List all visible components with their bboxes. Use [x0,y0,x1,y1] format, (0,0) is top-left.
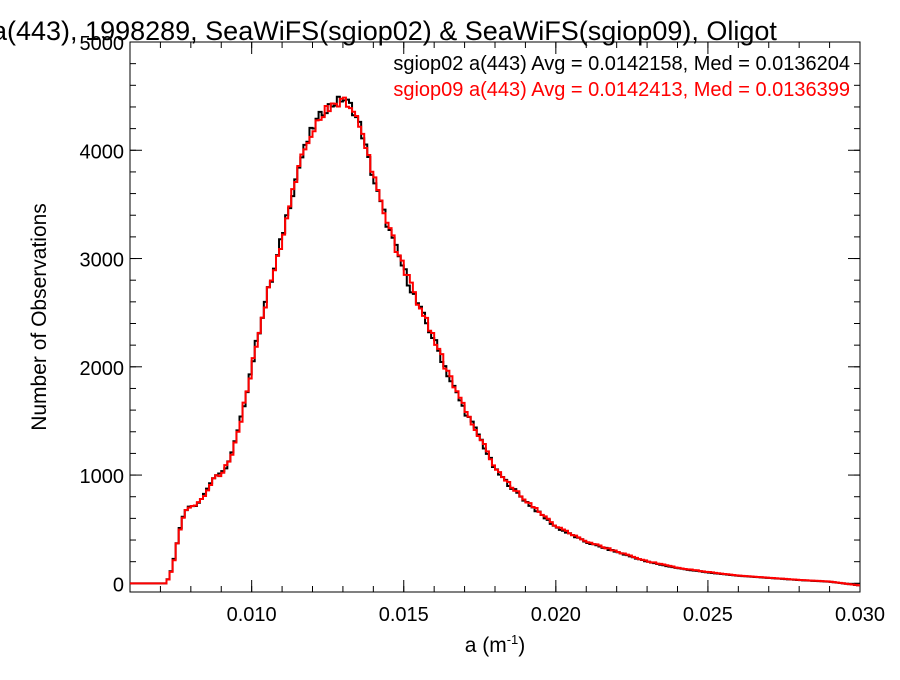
x-axis-label-text: a (m [465,634,507,657]
y-tick-label: 4000 [80,141,125,163]
x-axis-ticks: 0.010 0.015 0.020 0.025 0.030 [129,42,885,626]
x-tick-label: 0.015 [379,604,429,626]
x-tick-label: 0.025 [683,604,733,626]
series-layer [130,95,860,587]
y-tick-label: 0 [113,574,124,596]
y-tick-label: 5000 [80,33,125,55]
annotation-sgiop02: sgiop02 a(443) Avg = 0.0142158, Med = 0.… [393,53,850,75]
chart-title: a(443), 1998289, SeaWiFS(sgiop02) & SeaW… [0,16,777,46]
plot-frame [129,41,861,593]
series-line-sgiop02 [130,95,860,587]
x-tick-label: 0.020 [531,604,581,626]
y-tick-label: 3000 [80,250,125,272]
x-axis-label: a (m-1) [465,632,526,657]
series-line-sgiop09 [130,96,860,587]
y-tick-label: 1000 [80,466,125,488]
y-axis-label: Number of Observations [28,203,51,431]
x-tick-label: 0.030 [835,604,885,626]
x-tick-label: 0.010 [227,604,277,626]
x-axis-label-close: ) [518,634,525,657]
x-axis-label-superscript: -1 [507,632,519,647]
y-axis-ticks: 0 1000 2000 3000 4000 5000 [80,33,860,596]
y-tick-label: 2000 [80,358,125,380]
annotation-sgiop09: sgiop09 a(443) Avg = 0.0142413, Med = 0.… [393,79,850,101]
